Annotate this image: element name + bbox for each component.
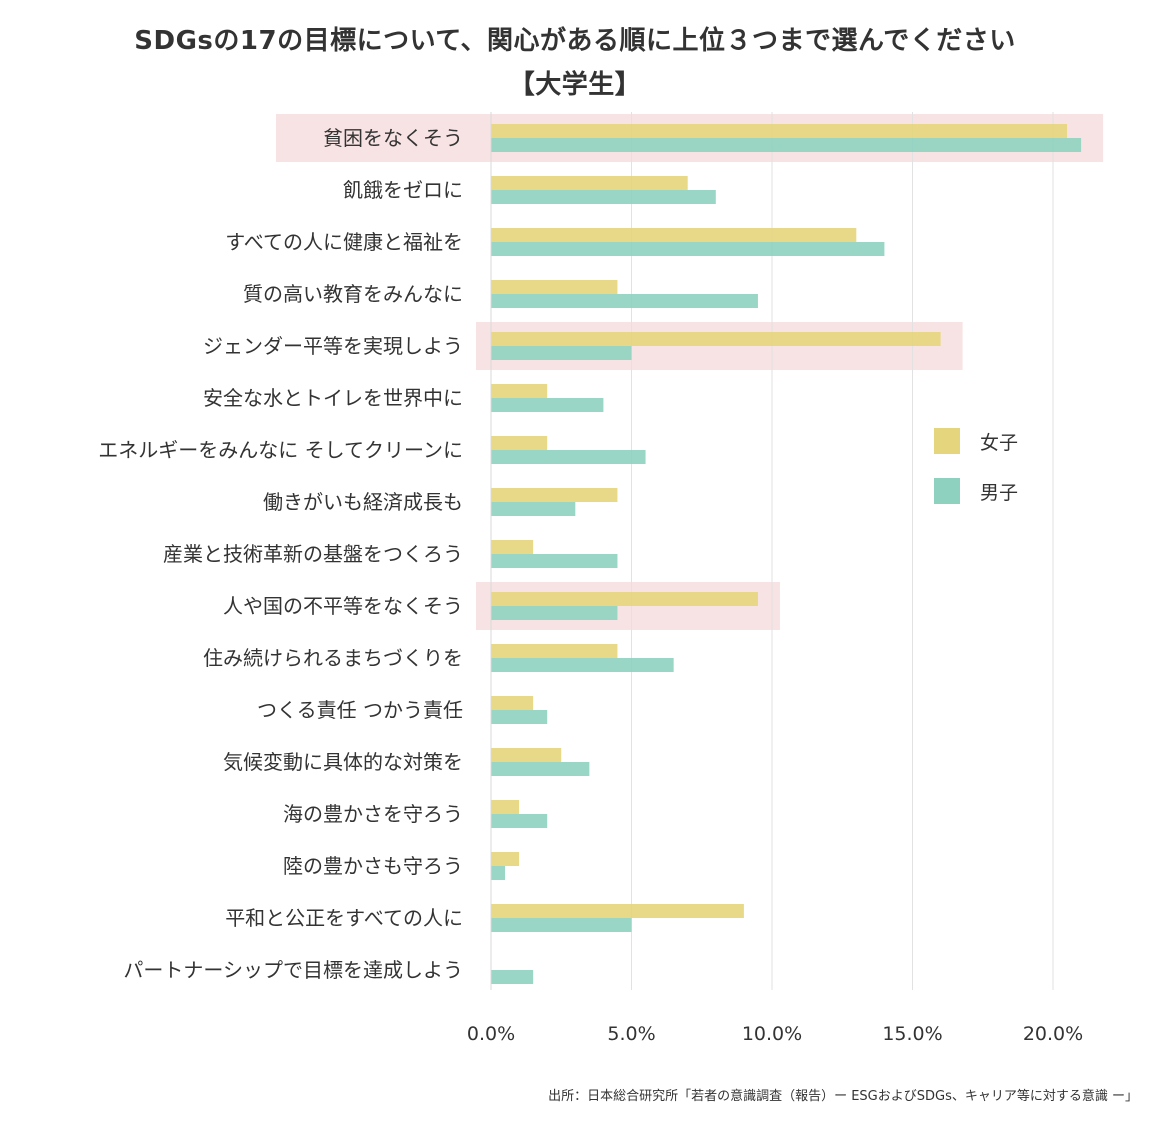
bar-male <box>491 554 618 568</box>
legend-item-male: 男子 <box>934 478 1018 504</box>
bar-male <box>491 346 632 360</box>
bar-male <box>491 138 1082 152</box>
bar-male <box>491 450 646 464</box>
bar-male <box>491 242 885 256</box>
category-label: 質の高い教育をみんなに <box>243 282 463 306</box>
category-label: 産業と技術革新の基盤をつくろう <box>163 542 463 566</box>
bar-male <box>491 502 576 516</box>
bar-male <box>491 762 590 776</box>
x-tick-label: 20.0% <box>1023 1023 1083 1045</box>
bar-female <box>491 644 618 658</box>
bar-male <box>491 710 548 724</box>
bar-male <box>491 294 758 308</box>
category-label: 貧困をなくそう <box>323 126 463 150</box>
bar-male <box>491 814 548 828</box>
bar-female <box>491 800 520 814</box>
bar-female <box>491 436 548 450</box>
x-tick-label: 5.0% <box>607 1023 655 1045</box>
x-tick-label: 10.0% <box>742 1023 802 1045</box>
category-label: 気候変動に具体的な対策を <box>223 750 463 774</box>
category-label: 平和と公正をすべての人に <box>225 906 463 930</box>
bar-female <box>491 852 520 866</box>
category-label: 陸の豊かさも守ろう <box>283 854 463 878</box>
bar-male <box>491 606 618 620</box>
bar-female <box>491 228 857 242</box>
bar-female <box>491 176 688 190</box>
bar-female <box>491 696 534 710</box>
bar-female <box>491 332 941 346</box>
bar-male <box>491 658 674 672</box>
source-note: 出所：日本総合研究所「若者の意識調査（報告）ー ESGおよびSDGs、キャリア等… <box>548 1089 1138 1104</box>
category-label: すべての人に健康と福祉を <box>225 230 463 254</box>
bar-male <box>491 398 604 412</box>
legend-item-female: 女子 <box>934 428 1018 454</box>
category-label: 働きがいも経済成長も <box>263 490 463 514</box>
bar-female <box>491 904 744 918</box>
category-label: パートナーシップで目標を達成しよう <box>123 958 463 982</box>
bar-female <box>491 488 618 502</box>
legend-swatch-male <box>934 478 960 504</box>
bar-female <box>491 280 618 294</box>
legend-swatch-female <box>934 428 960 454</box>
category-label: ジェンダー平等を実現しよう <box>203 334 463 358</box>
bar-female <box>491 748 562 762</box>
bar-female <box>491 592 758 606</box>
bar-male <box>491 190 716 204</box>
category-label: 安全な水とトイレを世界中に <box>203 386 463 410</box>
chart-title: SDGsの17の目標について、関心がある順に上位３つまで選んでください <box>134 26 1016 56</box>
x-tick-label: 15.0% <box>882 1023 942 1045</box>
bar-female <box>491 540 534 554</box>
chart-subtitle: 【大学生】 <box>508 70 642 100</box>
category-label: 住み続けられるまちづくりを <box>203 646 463 670</box>
legend-label-female: 女子 <box>980 431 1019 454</box>
category-label: 人や国の不平等をなくそう <box>223 594 463 618</box>
category-label: 海の豊かさを守ろう <box>283 802 463 826</box>
legend-label-male: 男子 <box>980 481 1019 504</box>
category-label: エネルギーをみんなに そしてクリーンに <box>98 438 463 462</box>
category-label: つくる責任 つかう責任 <box>257 698 463 722</box>
bar-male <box>491 918 632 932</box>
x-tick-label: 0.0% <box>467 1023 515 1045</box>
bar-male <box>491 866 506 880</box>
bar-male <box>491 970 534 984</box>
bar-female <box>491 384 548 398</box>
category-label: 飢餓をゼロに <box>343 178 463 202</box>
bar-female <box>491 124 1068 138</box>
